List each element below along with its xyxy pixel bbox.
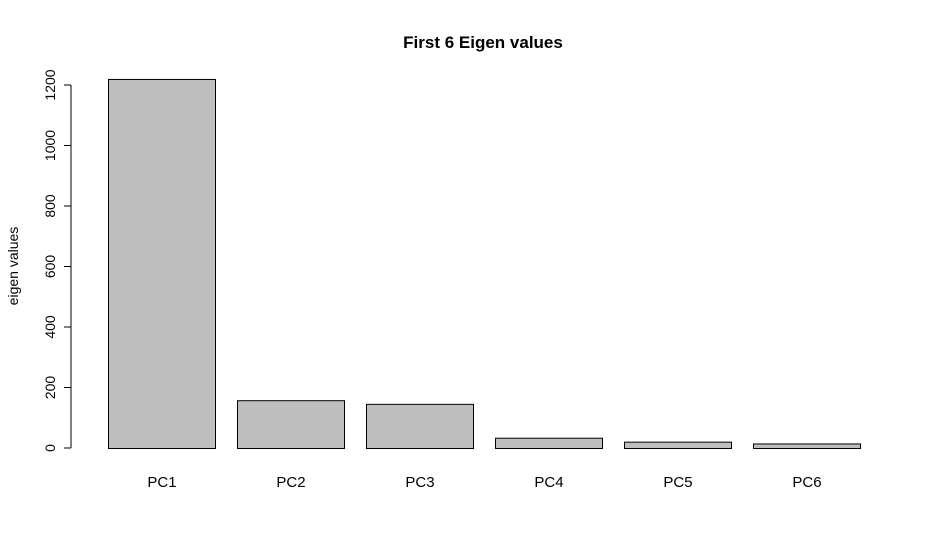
- y-axis: 0 200 400 600 800 1000 1200: [42, 69, 72, 452]
- y-tick-label: 200: [42, 376, 58, 400]
- bar-pc4: [495, 437, 603, 449]
- x-tick-label: PC5: [663, 474, 692, 491]
- x-tick-label: PC3: [405, 474, 434, 491]
- x-tick-label: PC1: [147, 474, 176, 491]
- y-axis-label: eigen values: [5, 227, 21, 306]
- bar-pc2: [237, 400, 345, 449]
- x-tick-label: PC6: [792, 474, 821, 491]
- bar-pc1: [108, 78, 216, 449]
- bar-pc6: [753, 443, 861, 449]
- y-tick-label: 400: [42, 315, 58, 339]
- y-tick-label: 0: [42, 444, 58, 452]
- y-tick-label: 1200: [42, 69, 58, 100]
- x-tick-label: PC2: [276, 474, 305, 491]
- x-tick-labels: PC1 PC2 PC3 PC4 PC5 PC6: [147, 474, 821, 491]
- chart-title: First 6 Eigen values: [403, 33, 563, 52]
- y-tick-label: 800: [42, 194, 58, 218]
- bars-group: [108, 78, 861, 449]
- x-tick-label: PC4: [534, 474, 563, 491]
- y-tick-label: 1000: [42, 130, 58, 161]
- bar-pc3: [366, 403, 474, 449]
- bar-pc5: [624, 441, 732, 449]
- y-tick-label: 600: [42, 255, 58, 279]
